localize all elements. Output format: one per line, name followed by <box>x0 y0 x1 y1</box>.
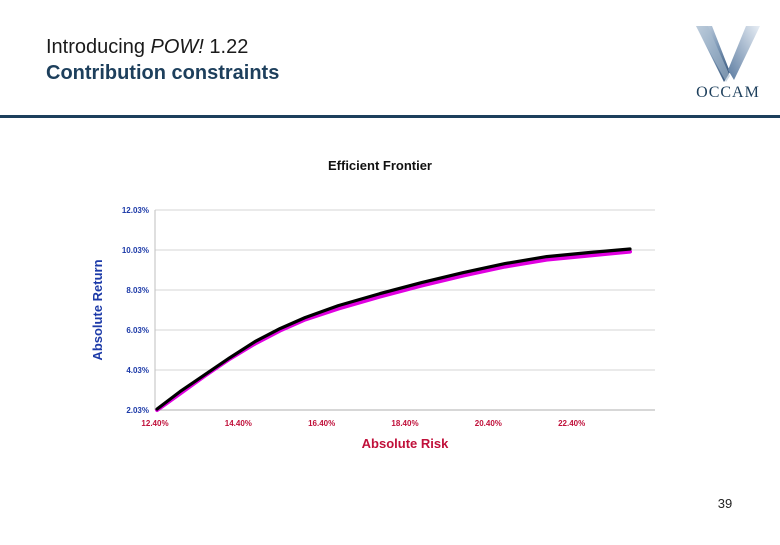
slide-title-block: Introducing POW! 1.22 Contribution const… <box>46 34 279 86</box>
slide-title: Introducing POW! 1.22 <box>46 34 279 60</box>
x-tick-label: 20.40% <box>475 419 502 428</box>
slide-subtitle: Contribution constraints <box>46 62 280 84</box>
y-tick-label: 10.03% <box>122 246 149 255</box>
title-version: 1.22 <box>203 36 249 58</box>
frontier-series-magenta <box>155 249 632 412</box>
header-divider <box>0 115 780 118</box>
y-tick-label: 12.03% <box>122 206 149 215</box>
y-tick-label: 8.03% <box>126 286 149 295</box>
chart-axes: 2.03% 4.03% 6.03% 8.03% 10.03% 12.03% 12.40% 14… <box>122 206 655 428</box>
x-tick-label: 22.40% <box>558 419 585 428</box>
logo-wordmark: OCCAM <box>696 84 760 101</box>
x-tick-label: 14.40% <box>225 419 252 428</box>
x-tick-label: 18.40% <box>391 419 418 428</box>
chart-title: Efficient Frontier <box>328 158 432 173</box>
chart-grid <box>155 209 655 411</box>
page-number: 39 <box>717 496 733 511</box>
frontier-series-black <box>155 247 632 411</box>
title-product-name: POW! <box>150 36 204 58</box>
y-tick-label: 4.03% <box>126 366 149 375</box>
chart-series <box>155 247 632 412</box>
y-tick-label: 2.03% <box>126 406 149 415</box>
y-tick-label: 6.03% <box>126 326 149 335</box>
x-tick-label: 12.40% <box>141 419 168 428</box>
occam-v-logo-icon <box>696 26 760 82</box>
x-tick-label: 16.40% <box>308 419 335 428</box>
x-axis-title: Absolute Risk <box>362 436 449 451</box>
title-prefix: Introducing <box>46 36 151 58</box>
y-axis-title: Absolute Return <box>90 259 105 360</box>
